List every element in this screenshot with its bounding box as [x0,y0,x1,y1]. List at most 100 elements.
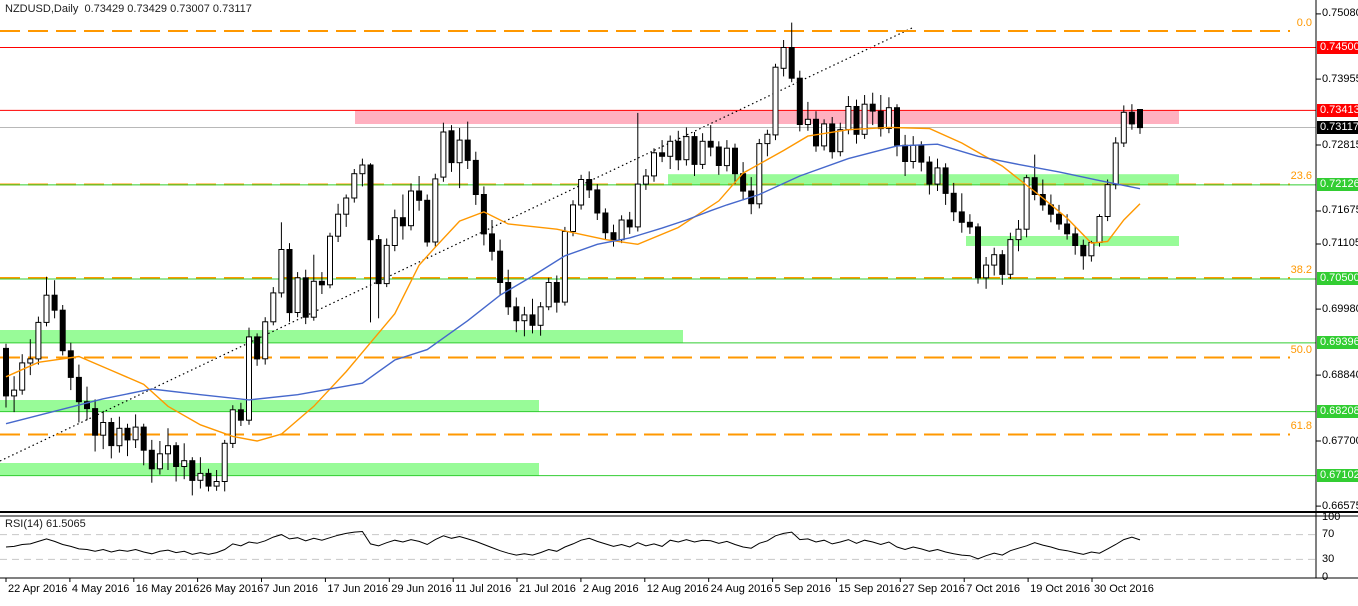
support-zone [668,174,1179,185]
resistance-zone [355,110,1179,124]
bear-candle [732,147,738,175]
date-axis-label: 12 Aug 2016 [646,583,709,595]
bull-candle [156,453,163,470]
date-axis-label: 2 Aug 2016 [582,583,639,595]
bear-candle [894,107,900,146]
date-axis-label: 7 Jun 2016 [263,583,318,595]
bull-candle [667,140,674,157]
price-zones [0,110,1179,476]
bull-candle [1104,184,1111,217]
bull-candle [383,244,390,285]
bull-candle [1007,239,1014,275]
rsi-axis-tick: 70 [1322,528,1335,541]
bull-candle [310,280,317,318]
bear-candle [59,309,66,352]
bull-candle [181,460,188,468]
price-axis-tick: 0.69980 [1322,302,1358,315]
bear-candle [586,179,593,191]
trendline[interactable] [0,27,913,462]
bear-candle [902,144,909,163]
bull-candle [983,264,990,279]
bear-candle [124,427,131,441]
bear-candle [610,232,617,241]
bull-candle [1112,142,1119,186]
fib-level-label-61.8: 61.8 [1290,420,1312,433]
date-axis-label: 19 Oct 2016 [1030,583,1091,595]
rsi-axis-tick: 100 [1322,510,1341,523]
bull-candle [683,136,690,161]
date-axis-label: 5 Sep 2016 [774,583,831,595]
ma-slow-blue[interactable] [5,143,1141,425]
bull-candle [440,131,447,178]
bull-candle [1023,177,1030,230]
bull-candle [723,147,730,167]
bull-candle [780,47,787,69]
bear-candle [399,217,406,227]
bull-candle [432,178,439,243]
price-marker-0.73413: 0.73413 [1317,103,1358,117]
bear-candle [108,422,115,447]
bear-candle [958,211,965,223]
bear-candle [84,401,90,410]
bull-candle [132,426,139,441]
bear-candle [189,460,196,481]
bull-candle [1120,111,1127,144]
bear-candle [424,199,431,243]
bull-candle [521,314,528,322]
bull-candle [229,409,236,444]
bull-candle [756,143,763,205]
bear-candle [869,103,876,112]
support-zone [0,400,539,412]
bull-candle [821,123,828,147]
bull-candle [391,217,398,246]
ma-fast-orange[interactable] [5,126,1141,442]
bull-candle [278,249,285,294]
price-marker-0.70500: 0.70500 [1317,272,1358,286]
bull-candle [804,118,811,126]
date-axis-label: 26 May 2016 [199,583,264,595]
bull-candle [1015,228,1022,241]
bull-candle [343,197,350,215]
bear-candle [254,336,261,360]
bull-candle [270,292,277,323]
bear-candle [1072,233,1079,246]
date-axis-label: 24 Aug 2016 [710,583,773,595]
bear-candle [237,409,244,421]
bear-candle [3,347,9,397]
bear-candle [302,277,309,318]
price-marker-0.67102: 0.67102 [1317,469,1358,483]
bull-candle [335,213,342,237]
bear-candle [448,130,455,164]
date-axis-label: 27 Sep 2016 [902,583,965,595]
bear-candle [75,376,82,403]
bear-candle [140,426,147,451]
rsi-axis-tick: 0 [1322,570,1329,583]
price-axis-tick: 0.73955 [1322,72,1358,85]
bear-candle [489,233,495,252]
price-axis-tick: 0.68840 [1322,368,1358,381]
bear-candle [529,314,536,326]
bear-candle [796,77,803,125]
bear-candle [740,173,747,192]
rsi-axis-tick: 30 [1322,552,1335,565]
bear-candle [67,350,74,378]
panel-divider[interactable] [0,512,1358,516]
date-axis-label: 15 Sep 2016 [838,583,901,595]
bull-candle [910,144,917,163]
bear-candle [707,140,714,148]
bull-candle [116,427,123,447]
date-axis-label: 29 Jun 2016 [391,583,452,595]
bear-candle [999,254,1006,275]
fib-level-label-23.6: 23.6 [1290,170,1312,183]
rsi-curve [5,530,1141,560]
bull-candle [165,445,171,455]
bear-candle [92,408,99,436]
bear-candle [975,226,981,279]
bear-candle [1056,213,1062,225]
bull-candle [351,173,358,199]
bear-candle [626,219,633,228]
bear-candle [950,192,957,213]
bull-candle [213,481,220,487]
bull-candle [1096,216,1103,243]
